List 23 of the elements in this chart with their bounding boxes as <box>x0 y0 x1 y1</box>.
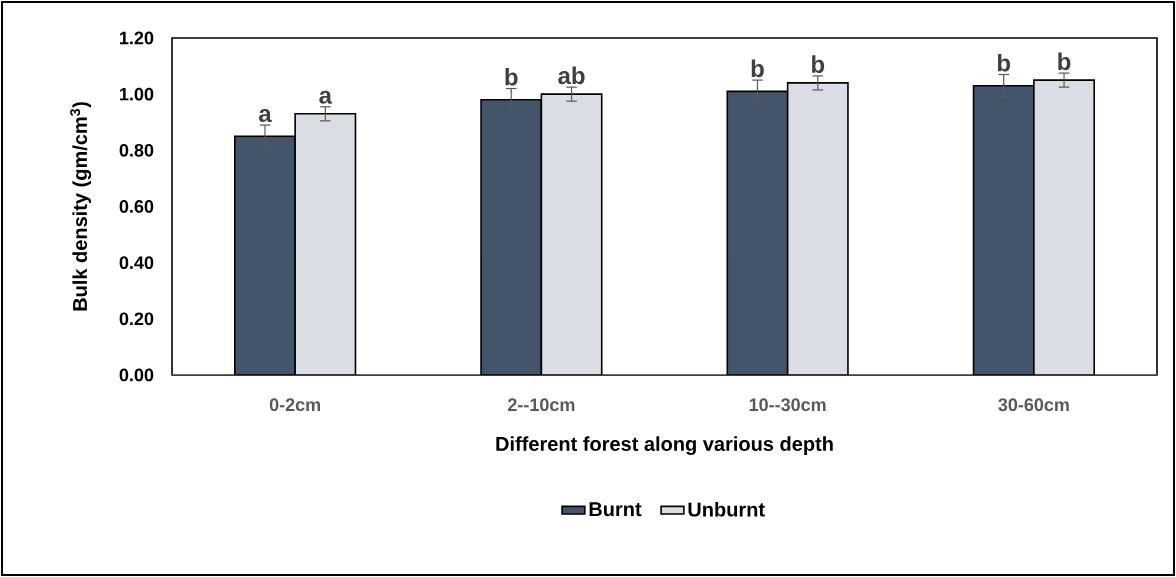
data-label: b <box>997 53 1011 72</box>
x-tick-label: 2--10cm <box>507 398 575 412</box>
y-tick-label: 1.00 <box>120 87 154 101</box>
y-tick-label: 0.00 <box>119 368 154 382</box>
legend-label: Burnt <box>589 502 642 517</box>
data-label: a <box>259 108 272 123</box>
x-tick-label: 30-60cm <box>998 398 1069 412</box>
y-tick-label: 0.80 <box>119 143 154 157</box>
y-tick-label: 0.60 <box>119 200 154 213</box>
data-label: b <box>505 67 518 86</box>
y-tick-label: 1.20 <box>120 31 154 45</box>
y-tick-label: 0.20 <box>119 312 154 326</box>
x-tick-label: 10--30cm <box>749 398 826 412</box>
x-tick-label: 0-2cm <box>269 398 321 412</box>
data-label: a <box>319 90 333 104</box>
data-label: ab <box>558 66 585 85</box>
data-label: b <box>1058 52 1071 71</box>
y-axis-title: Bulk density (gm/cm$^{3}$) <box>70 102 92 311</box>
y-tick-label: 0.40 <box>119 256 154 270</box>
data-label: b <box>751 59 764 78</box>
data-label: b <box>812 55 825 73</box>
x-axis-title: Different forest along various depth <box>496 436 833 456</box>
legend-label: Unburnt <box>688 501 765 517</box>
